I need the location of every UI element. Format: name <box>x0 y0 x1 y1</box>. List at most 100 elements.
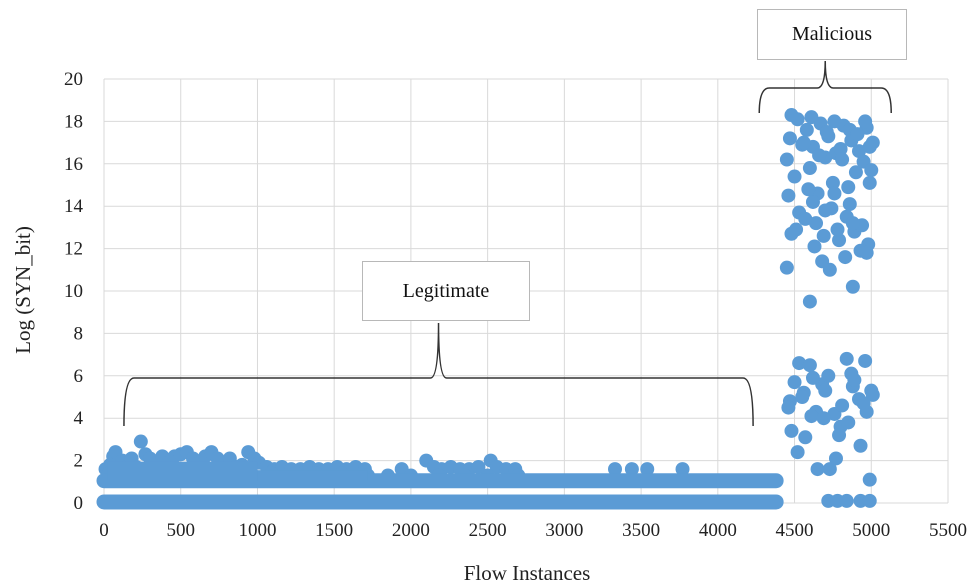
scatter-point <box>802 294 817 309</box>
scatter-point <box>851 144 866 159</box>
scatter-point <box>796 135 811 150</box>
y-tick-label: 14 <box>64 196 84 217</box>
scatter-point <box>640 462 655 477</box>
scatter-point <box>624 462 639 477</box>
x-tick-label: 4500 <box>776 520 814 541</box>
x-tick-label: 2500 <box>469 520 507 541</box>
grid-lines <box>103 78 949 504</box>
x-tick-label: 0 <box>99 520 109 541</box>
scatter-point <box>471 459 486 474</box>
scatter-point <box>816 228 831 243</box>
scatter-point <box>608 462 623 477</box>
scatter-point <box>782 131 797 146</box>
x-tick-labels: 0 500 1000 1500 2000 2500 3000 3500 4000 4500 5000… <box>99 520 967 541</box>
x-axis-title: Flow Instances <box>464 561 591 585</box>
x-tick-label: 1000 <box>238 520 276 541</box>
scatter-point <box>835 398 850 413</box>
scatter-point <box>845 216 860 231</box>
scatter-point <box>790 445 805 460</box>
scatter-point <box>839 351 854 366</box>
scatter-point <box>845 279 860 294</box>
x-tick-label: 4000 <box>699 520 737 541</box>
x-tick-label: 3000 <box>545 520 583 541</box>
y-tick-label: 6 <box>74 366 84 387</box>
scatter-point <box>841 415 856 430</box>
y-tick-label: 18 <box>64 111 83 132</box>
y-tick-labels: 0 2 4 6 8 10 12 14 16 18 20 <box>64 69 84 514</box>
scatter-point <box>675 462 690 477</box>
scatter-point <box>784 226 799 241</box>
scatter-point <box>805 370 820 385</box>
scatter-point <box>781 400 796 415</box>
scatter-point <box>825 175 840 190</box>
y-tick-label: 20 <box>64 69 83 90</box>
scatter-point <box>858 353 873 368</box>
scatter-point <box>787 375 802 390</box>
scatter-point <box>784 108 799 123</box>
scatter-point <box>848 165 863 180</box>
scatter-point <box>862 139 877 154</box>
scatter-point <box>784 423 799 438</box>
malicious-bracket <box>758 60 892 114</box>
y-tick-label: 0 <box>74 493 84 514</box>
data-bands <box>96 461 784 510</box>
scatter-point <box>795 390 810 404</box>
x-tick-label: 1500 <box>315 520 353 541</box>
scatter-point <box>827 186 842 201</box>
y-tick-label: 16 <box>64 154 83 175</box>
scatter-point <box>864 163 879 178</box>
y-tick-label: 10 <box>64 281 83 302</box>
scatter-point <box>779 260 794 275</box>
scatter-point <box>818 203 833 218</box>
x-tick-label: 3500 <box>622 520 660 541</box>
x-tick-label: 5500 <box>929 520 967 541</box>
scatter-point <box>816 411 831 426</box>
scatter-point <box>805 194 820 209</box>
scatter-point <box>862 175 877 190</box>
scatter-point <box>801 182 816 197</box>
scatter-point <box>835 152 850 167</box>
y-tick-label: 2 <box>74 451 84 472</box>
scatter-point <box>818 383 833 398</box>
scatter-point <box>865 387 880 402</box>
scatter-point <box>827 114 842 129</box>
scatter-point <box>850 127 865 142</box>
scatter-point <box>819 125 834 139</box>
annotation-brackets <box>123 60 892 427</box>
scatter-point <box>779 152 794 167</box>
y-tick-label: 4 <box>74 408 84 429</box>
scatter-point <box>858 114 873 129</box>
scatter-point <box>842 197 857 212</box>
x-tick-label: 5000 <box>852 520 890 541</box>
scatter-point <box>822 262 837 277</box>
scatter-point <box>862 493 877 508</box>
scatter-point <box>809 216 824 231</box>
scatter-point <box>838 250 853 265</box>
scatter-point <box>802 161 817 176</box>
scatter-point <box>841 180 856 195</box>
scatter-point <box>787 169 802 184</box>
early-dense-band <box>107 461 258 481</box>
malicious-label-box: Malicious <box>757 9 907 60</box>
scatter-point <box>792 356 807 371</box>
scatter-point <box>830 222 845 237</box>
scatter-point <box>844 366 859 381</box>
scatter-point <box>804 409 819 424</box>
legitimate-label-box: Legitimate <box>362 261 530 321</box>
x-tick-label: 500 <box>166 520 195 541</box>
scatter-point <box>804 110 819 125</box>
scatter-point <box>807 239 822 254</box>
scatter-point <box>133 434 148 449</box>
scatter-point <box>828 451 843 466</box>
scatter-point <box>832 428 847 443</box>
scatter-point <box>810 462 825 477</box>
scatter-point <box>833 141 848 156</box>
mid-dense-band <box>257 470 368 481</box>
scatter-point <box>839 493 854 508</box>
scatter-point <box>862 472 877 487</box>
x-tick-label: 2000 <box>392 520 430 541</box>
scatter-point <box>781 188 796 203</box>
y-tick-label: 8 <box>74 323 84 344</box>
scatter-point <box>802 358 817 373</box>
